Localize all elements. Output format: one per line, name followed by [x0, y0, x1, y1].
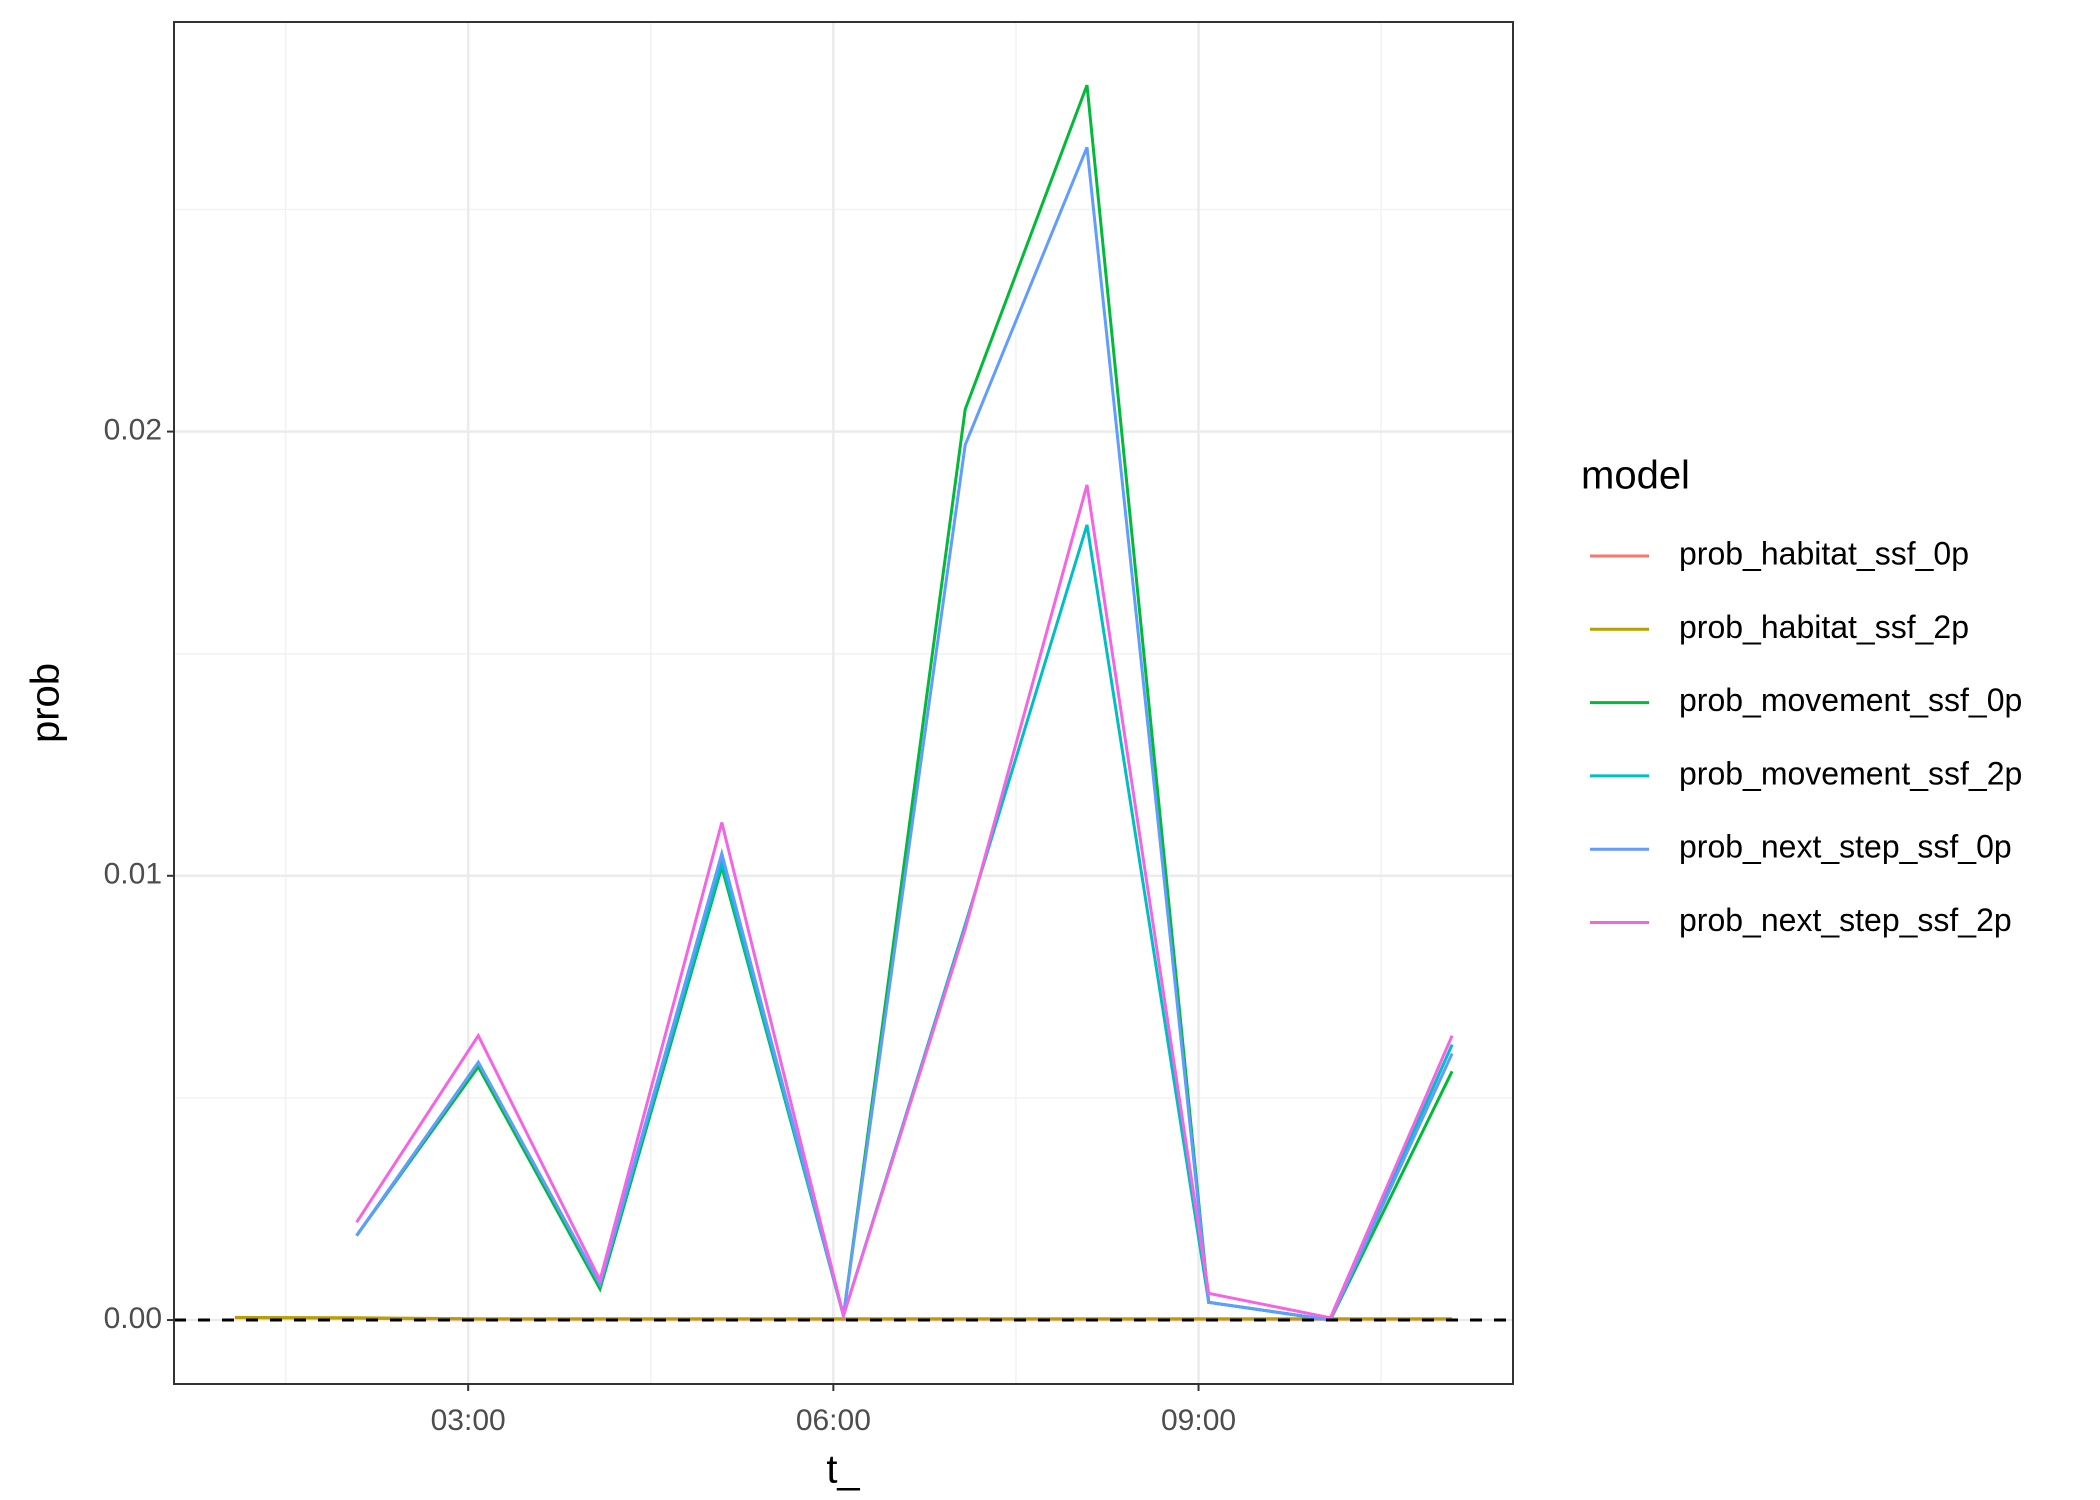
- panel-border: [173, 21, 1514, 1385]
- legend-label: prob_habitat_ssf_0p: [1679, 535, 1969, 571]
- x-tick-label: 03:00: [431, 1404, 506, 1437]
- x-tick-label: 09:00: [1161, 1404, 1236, 1437]
- legend-title: model: [1581, 454, 1690, 498]
- x-axis-title: t_: [826, 1448, 860, 1492]
- series-line: [355, 484, 1454, 1322]
- y-tick-label: 0.00: [104, 1302, 162, 1335]
- y-tick-label: 0.01: [104, 858, 162, 891]
- legend-label: prob_next_step_ssf_2p: [1679, 902, 2012, 938]
- legend-label: prob_next_step_ssf_0p: [1679, 829, 2012, 865]
- legend-label: prob_movement_ssf_2p: [1679, 755, 2022, 791]
- x-tick-label: 06:00: [796, 1404, 871, 1437]
- series-line: [355, 146, 1454, 1322]
- series-line: [355, 84, 1454, 1322]
- series-line: [355, 524, 1454, 1322]
- y-axis-title: prob: [24, 663, 68, 743]
- legend-label: prob_movement_ssf_0p: [1679, 682, 2022, 718]
- y-tick-label: 0.02: [104, 413, 162, 446]
- legend-label: prob_habitat_ssf_2p: [1679, 609, 1969, 645]
